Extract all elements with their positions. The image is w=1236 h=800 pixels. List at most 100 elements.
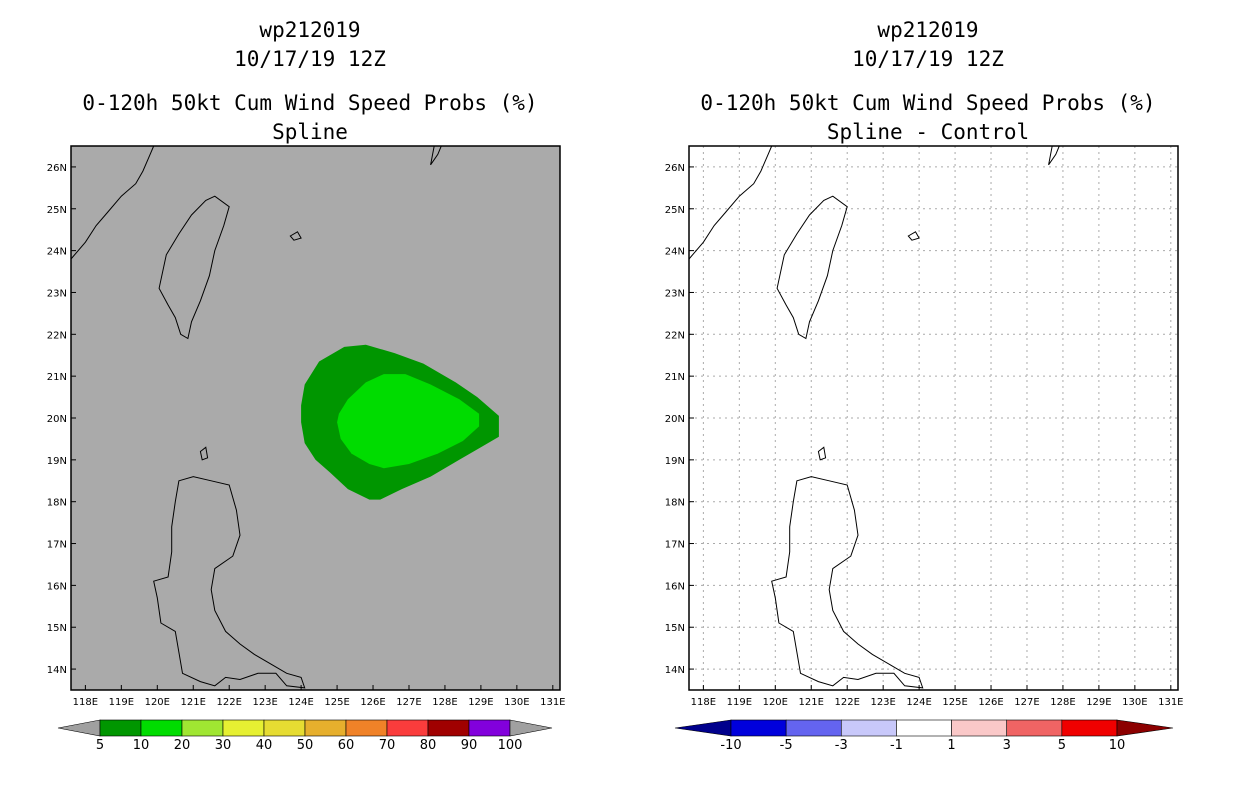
left-contour-10-20 [337, 374, 480, 469]
left-colorbar-label-10: 100 [498, 738, 523, 753]
left-x-tick-label-128E: 128E [432, 697, 457, 708]
right-x-tick-label-124E: 124E [906, 697, 931, 708]
left-x-tick-label-125E: 125E [324, 697, 349, 708]
right-x-tick-label-128E: 128E [1050, 697, 1075, 708]
right-coastline-china [688, 145, 773, 260]
left-colorbar-swatch-8 [427, 719, 470, 737]
right-colorbar-label-7: 10 [1109, 738, 1126, 753]
left-colorbar-label-5: 50 [297, 738, 314, 753]
left-coastline-yaeyama [289, 231, 302, 241]
left-colorbar-label-9: 90 [461, 738, 478, 753]
left-y-tick-label-18N: 18N [47, 498, 67, 509]
right-colorbar-swatch-3 [896, 719, 952, 737]
left-colorbar-swatch-3 [222, 719, 265, 737]
right-colorbar-label-3: -1 [890, 738, 903, 753]
left-coastline-luzon [153, 476, 306, 689]
right-y-tick-label-19N: 19N [665, 456, 685, 467]
right-coastline-luzon [771, 476, 924, 689]
left-coastline-taiwan [158, 195, 230, 340]
left-x-tick-label-121E: 121E [181, 697, 206, 708]
right-chart: 118E 119E 120E 121E 122E 123E 124E 125E 126E 127E… [665, 145, 1184, 753]
left-colorbar: 5 10 20 30 40 50 60 70 80 90 100 [57, 719, 553, 753]
right-colorbar-swatch-0 [730, 719, 787, 737]
right-coastline-taiwan [776, 195, 848, 340]
right-colorbar-under-triangle [674, 719, 732, 737]
left-colorbar-label-8: 80 [420, 738, 437, 753]
right-y-tick-label-23N: 23N [665, 288, 685, 299]
right-x-tick-label-126E: 126E [978, 697, 1003, 708]
left-colorbar-label-3: 30 [215, 738, 232, 753]
left-y-tick-label-26N: 26N [47, 163, 67, 174]
right-colorbar-swatch-5 [1006, 719, 1063, 737]
right-x-tick-label-130E: 130E [1122, 697, 1147, 708]
left-y-tick-label-19N: 19N [47, 456, 67, 467]
right-x-tick-label-120E: 120E [763, 697, 788, 708]
right-y-tick-label-26N: 26N [665, 163, 685, 174]
left-colorbar-under-triangle [57, 719, 101, 737]
left-colorbar-swatch-6 [345, 719, 388, 737]
right-colorbar-label-2: -3 [835, 738, 848, 753]
left-colorbar-swatch-2 [181, 719, 224, 737]
right-x-tick-label-121E: 121E [799, 697, 824, 708]
left-x-tick-label-123E: 123E [252, 697, 277, 708]
right-y-tick-label-17N: 17N [665, 540, 685, 551]
left-title-product: 0-120h 50kt Cum Wind Speed Probs (%) [82, 91, 538, 115]
right-colorbar-label-5: 3 [1003, 738, 1011, 753]
right-colorbar-over-triangle [1116, 719, 1174, 737]
left-x-tick-label-127E: 127E [396, 697, 421, 708]
left-coastline-china [70, 145, 155, 260]
left-chart: 118E 119E 120E 121E 122E 123E 124E 125E 126E 127E… [47, 145, 566, 753]
left-y-tick-label-14N: 14N [47, 665, 67, 676]
right-colorbar-label-1: -5 [780, 738, 793, 753]
left-title-date: 10/17/19 12Z [234, 47, 386, 71]
left-colorbar-swatch-4 [263, 719, 306, 737]
right-x-tick-label-131E: 131E [1158, 697, 1183, 708]
left-y-tick-label-21N: 21N [47, 372, 67, 383]
left-x-tick-label-119E: 119E [109, 697, 134, 708]
left-x-tick-label-129E: 129E [468, 697, 493, 708]
left-x-tick-label-118E: 118E [73, 697, 98, 708]
left-x-tick-label-131E: 131E [540, 697, 565, 708]
right-y-tick-label-24N: 24N [665, 247, 685, 258]
left-colorbar-swatch-5 [304, 719, 347, 737]
right-title-method: Spline - Control [826, 120, 1030, 144]
right-coastline-yaeyama [907, 231, 920, 241]
right-x-tick-label-122E: 122E [835, 697, 860, 708]
left-colorbar-label-7: 70 [379, 738, 396, 753]
right-colorbar-swatch-4 [951, 719, 1008, 737]
left-y-tick-label-24N: 24N [47, 247, 67, 258]
right-x-tick-label-118E: 118E [691, 697, 716, 708]
right-y-tick-label-18N: 18N [665, 498, 685, 509]
right-x-tick-label-127E: 127E [1014, 697, 1039, 708]
left-y-tick-label-22N: 22N [47, 330, 67, 341]
left-x-tick-label-124E: 124E [288, 697, 313, 708]
left-x-tick-label-130E: 130E [504, 697, 529, 708]
left-title-storm: wp212019 [259, 18, 361, 42]
right-y-tick-label-21N: 21N [665, 372, 685, 383]
right-y-tick-label-22N: 22N [665, 330, 685, 341]
left-colorbar-label-6: 60 [338, 738, 355, 753]
left-x-tick-label-126E: 126E [360, 697, 385, 708]
left-colorbar-label-1: 10 [133, 738, 150, 753]
right-y-tick-label-15N: 15N [665, 623, 685, 634]
left-colorbar-label-0: 5 [96, 738, 104, 753]
right-title-storm: wp212019 [877, 18, 979, 42]
left-colorbar-swatch-1 [140, 719, 183, 737]
right-colorbar-label-0: -10 [720, 738, 741, 753]
right-colorbar-swatch-2 [840, 719, 897, 737]
right-colorbar: -10 -5 -3 -1 1 3 5 10 [674, 719, 1174, 753]
right-colorbar-swatch-1 [785, 719, 842, 737]
left-y-tick-label-15N: 15N [47, 623, 67, 634]
left-y-tick-label-23N: 23N [47, 288, 67, 299]
right-y-tick-label-14N: 14N [665, 665, 685, 676]
right-colorbar-label-6: 5 [1058, 738, 1066, 753]
right-y-tick-label-16N: 16N [665, 581, 685, 592]
left-y-tick-label-17N: 17N [47, 540, 67, 551]
left-colorbar-swatch-9 [468, 719, 511, 737]
left-y-tick-label-16N: 16N [47, 581, 67, 592]
right-y-tick-label-25N: 25N [665, 205, 685, 216]
right-x-tick-label-123E: 123E [870, 697, 895, 708]
left-x-tick-label-122E: 122E [217, 697, 242, 708]
right-y-tick-label-20N: 20N [665, 414, 685, 425]
